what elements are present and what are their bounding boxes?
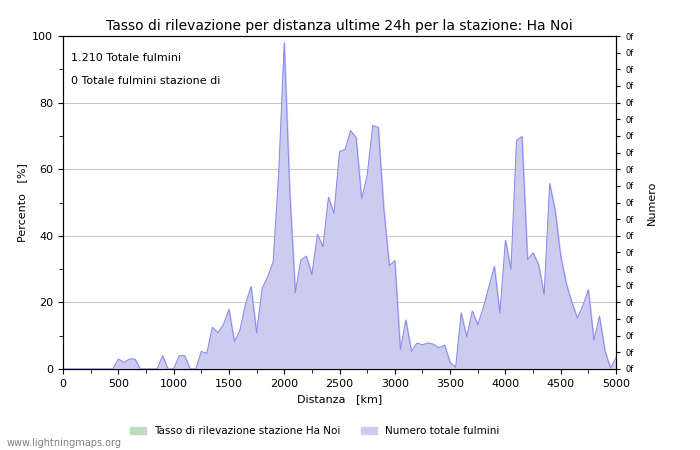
Text: 0 Totale fulmini stazione di: 0 Totale fulmini stazione di — [71, 76, 220, 86]
Text: www.lightningmaps.org: www.lightningmaps.org — [7, 438, 122, 448]
Y-axis label: Numero: Numero — [648, 180, 657, 225]
Title: Tasso di rilevazione per distanza ultime 24h per la stazione: Ha Noi: Tasso di rilevazione per distanza ultime… — [106, 19, 573, 33]
Text: 1.210 Totale fulmini: 1.210 Totale fulmini — [71, 53, 181, 63]
X-axis label: Distanza   [km]: Distanza [km] — [297, 394, 382, 404]
Y-axis label: Percento   [%]: Percento [%] — [17, 163, 27, 242]
Legend: Tasso di rilevazione stazione Ha Noi, Numero totale fulmini: Tasso di rilevazione stazione Ha Noi, Nu… — [126, 422, 504, 440]
